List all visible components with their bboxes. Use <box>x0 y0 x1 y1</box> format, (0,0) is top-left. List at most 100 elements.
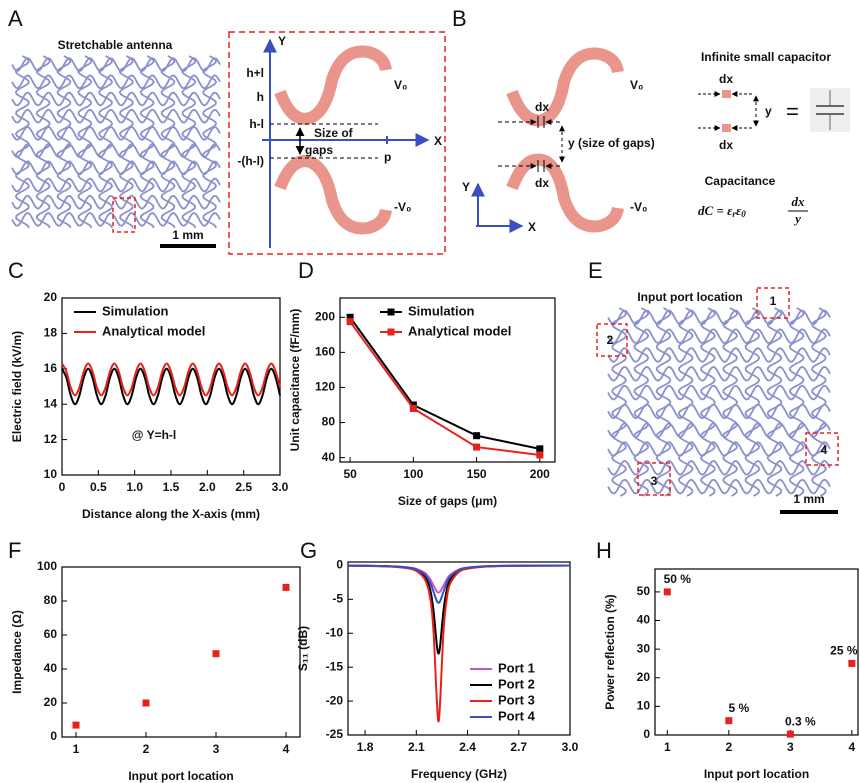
y-tick-label: 20 <box>637 670 651 684</box>
y-tick-label: 16 <box>44 361 58 375</box>
y-tick-label: 60 <box>44 627 58 641</box>
panel-e: Input port location 1 2 3 4 1 mm <box>596 287 839 514</box>
y-tick-label: 20 <box>44 290 58 304</box>
axis-name: Y <box>462 180 470 194</box>
dx-label: dx <box>719 138 733 152</box>
mesh-line <box>607 365 831 382</box>
mesh-line <box>181 55 197 229</box>
plot-frame <box>339 297 556 463</box>
x-tick-label: 2.1 <box>408 740 425 754</box>
y-tick-label: 18 <box>44 326 58 340</box>
scale-label: 1 mm <box>172 228 203 242</box>
axis-name: X <box>434 134 442 148</box>
marker <box>725 717 733 725</box>
mesh-line <box>35 55 51 229</box>
x-tick-label: 2.7 <box>510 740 527 754</box>
panel-label: C <box>8 258 24 283</box>
axis-name: X <box>528 220 536 234</box>
x-tick-label: 2 <box>143 742 150 756</box>
legend-label: Analytical model <box>408 323 511 338</box>
x-tick-label: 2.0 <box>199 480 216 494</box>
y-tick-label: 50 <box>637 584 651 598</box>
y-tick-label: 10 <box>44 467 58 481</box>
marker <box>536 445 544 453</box>
y-tick-label: 30 <box>637 641 651 655</box>
port-box <box>637 462 671 496</box>
panel-a: Stretchable antenna 1 mm Y X h+l h h-l -… <box>11 31 446 255</box>
legend-label: Port 3 <box>498 692 535 707</box>
x-tick-label: 150 <box>467 467 487 481</box>
voltage-label: -V₀ <box>394 200 411 214</box>
cap-plate <box>722 124 731 132</box>
mesh-line <box>56 55 72 229</box>
series-line <box>347 564 571 723</box>
zoom-box <box>112 197 136 233</box>
value-label: 25 % <box>830 644 858 658</box>
panel-label: F <box>8 538 21 563</box>
y-axis-label: Unit capacitance (fF/mm) <box>288 309 302 452</box>
marker <box>212 650 220 658</box>
series-line <box>347 564 571 604</box>
y-tick-label: 20 <box>44 695 58 709</box>
mesh-line <box>607 459 831 476</box>
y-axis-label: S₁₁ (dB) <box>296 626 310 671</box>
mesh-line <box>139 55 155 229</box>
y-tick-label: 0 <box>336 558 343 572</box>
mesh-line <box>14 55 30 229</box>
mesh-line <box>788 307 805 497</box>
mesh-line <box>607 403 831 420</box>
x-tick-label: 1.5 <box>163 480 180 494</box>
mesh-line <box>11 194 221 210</box>
annotation: @ Y=h-l <box>132 428 177 442</box>
x-tick-label: 1.8 <box>357 740 374 754</box>
port-label: 2 <box>607 333 614 347</box>
x-axis-label: Distance along the X-axis (mm) <box>82 507 260 521</box>
mesh-line <box>77 55 93 229</box>
series-line <box>347 564 571 655</box>
mesh-line <box>11 91 221 107</box>
diagram-title: Input port location <box>637 290 742 304</box>
x-tick-label: 1 <box>73 742 80 756</box>
mesh-line <box>607 384 831 401</box>
series-line <box>61 367 281 406</box>
x-tick-label: 3 <box>787 740 794 754</box>
marker <box>346 313 354 321</box>
legend-label: Simulation <box>102 303 169 318</box>
formula-part: 0 <box>741 209 746 219</box>
diagram-title: Stretchable antenna <box>58 38 173 52</box>
mesh-line <box>11 160 221 176</box>
x-tick-label: 3.0 <box>272 480 289 494</box>
x-tick-label: 1 <box>664 740 671 754</box>
legend-label: Port 4 <box>498 708 536 723</box>
dx-label: dx <box>719 72 733 86</box>
panel-labels: A B C D E F G H <box>8 6 612 563</box>
mesh-line <box>11 177 221 193</box>
mesh-line <box>607 478 831 495</box>
y-tick-label: 40 <box>637 613 651 627</box>
formula-part: ε <box>736 203 742 218</box>
mesh-line <box>98 55 114 229</box>
panel-label: E <box>588 258 603 283</box>
port-box <box>596 323 628 357</box>
dx-label: dx <box>535 100 549 114</box>
port-label: 1 <box>770 294 777 308</box>
antenna-mesh <box>607 307 831 497</box>
level-label: -(h-l) <box>237 154 264 168</box>
port-box <box>756 287 790 319</box>
mesh-line <box>202 55 218 229</box>
y-tick-label: 200 <box>315 309 335 323</box>
y-tick-label: 14 <box>44 396 58 410</box>
x-axis-label: Frequency (GHz) <box>411 767 507 781</box>
marker <box>346 318 354 326</box>
port-box <box>805 432 839 466</box>
mesh-line <box>607 328 831 345</box>
port-label: 4 <box>821 443 828 457</box>
x-tick-label: 2 <box>725 740 732 754</box>
p-label: p <box>384 150 391 164</box>
dx-label: dx <box>535 176 549 190</box>
panel-label: H <box>596 538 612 563</box>
capacitance-label: Capacitance <box>705 174 776 188</box>
x-tick-label: 4 <box>283 742 290 756</box>
mesh-line <box>607 422 831 439</box>
